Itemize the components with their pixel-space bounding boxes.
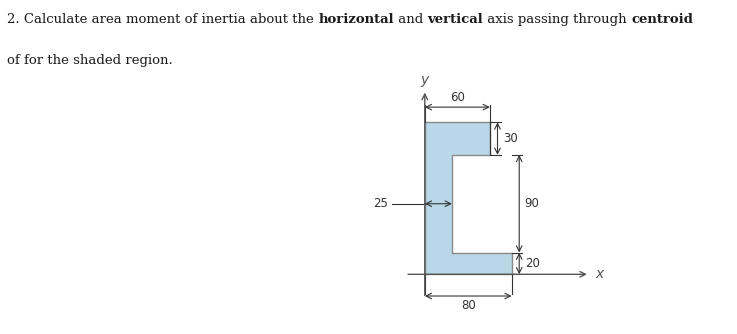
Text: 25: 25: [373, 197, 388, 210]
Polygon shape: [425, 122, 511, 274]
Text: horizontal: horizontal: [318, 12, 394, 25]
Text: 60: 60: [450, 91, 465, 104]
Text: 20: 20: [525, 257, 539, 270]
Text: centroid: centroid: [631, 12, 693, 25]
Text: y: y: [421, 73, 429, 87]
Text: 2. Calculate area moment of inertia about the: 2. Calculate area moment of inertia abou…: [7, 12, 318, 25]
Text: of for the shaded region.: of for the shaded region.: [7, 54, 173, 67]
Text: and: and: [394, 12, 427, 25]
Text: 90: 90: [525, 197, 539, 210]
Text: x: x: [595, 267, 604, 281]
Text: 80: 80: [461, 299, 475, 312]
Text: vertical: vertical: [427, 12, 483, 25]
Text: 30: 30: [503, 132, 517, 145]
Text: axis passing through: axis passing through: [483, 12, 631, 25]
